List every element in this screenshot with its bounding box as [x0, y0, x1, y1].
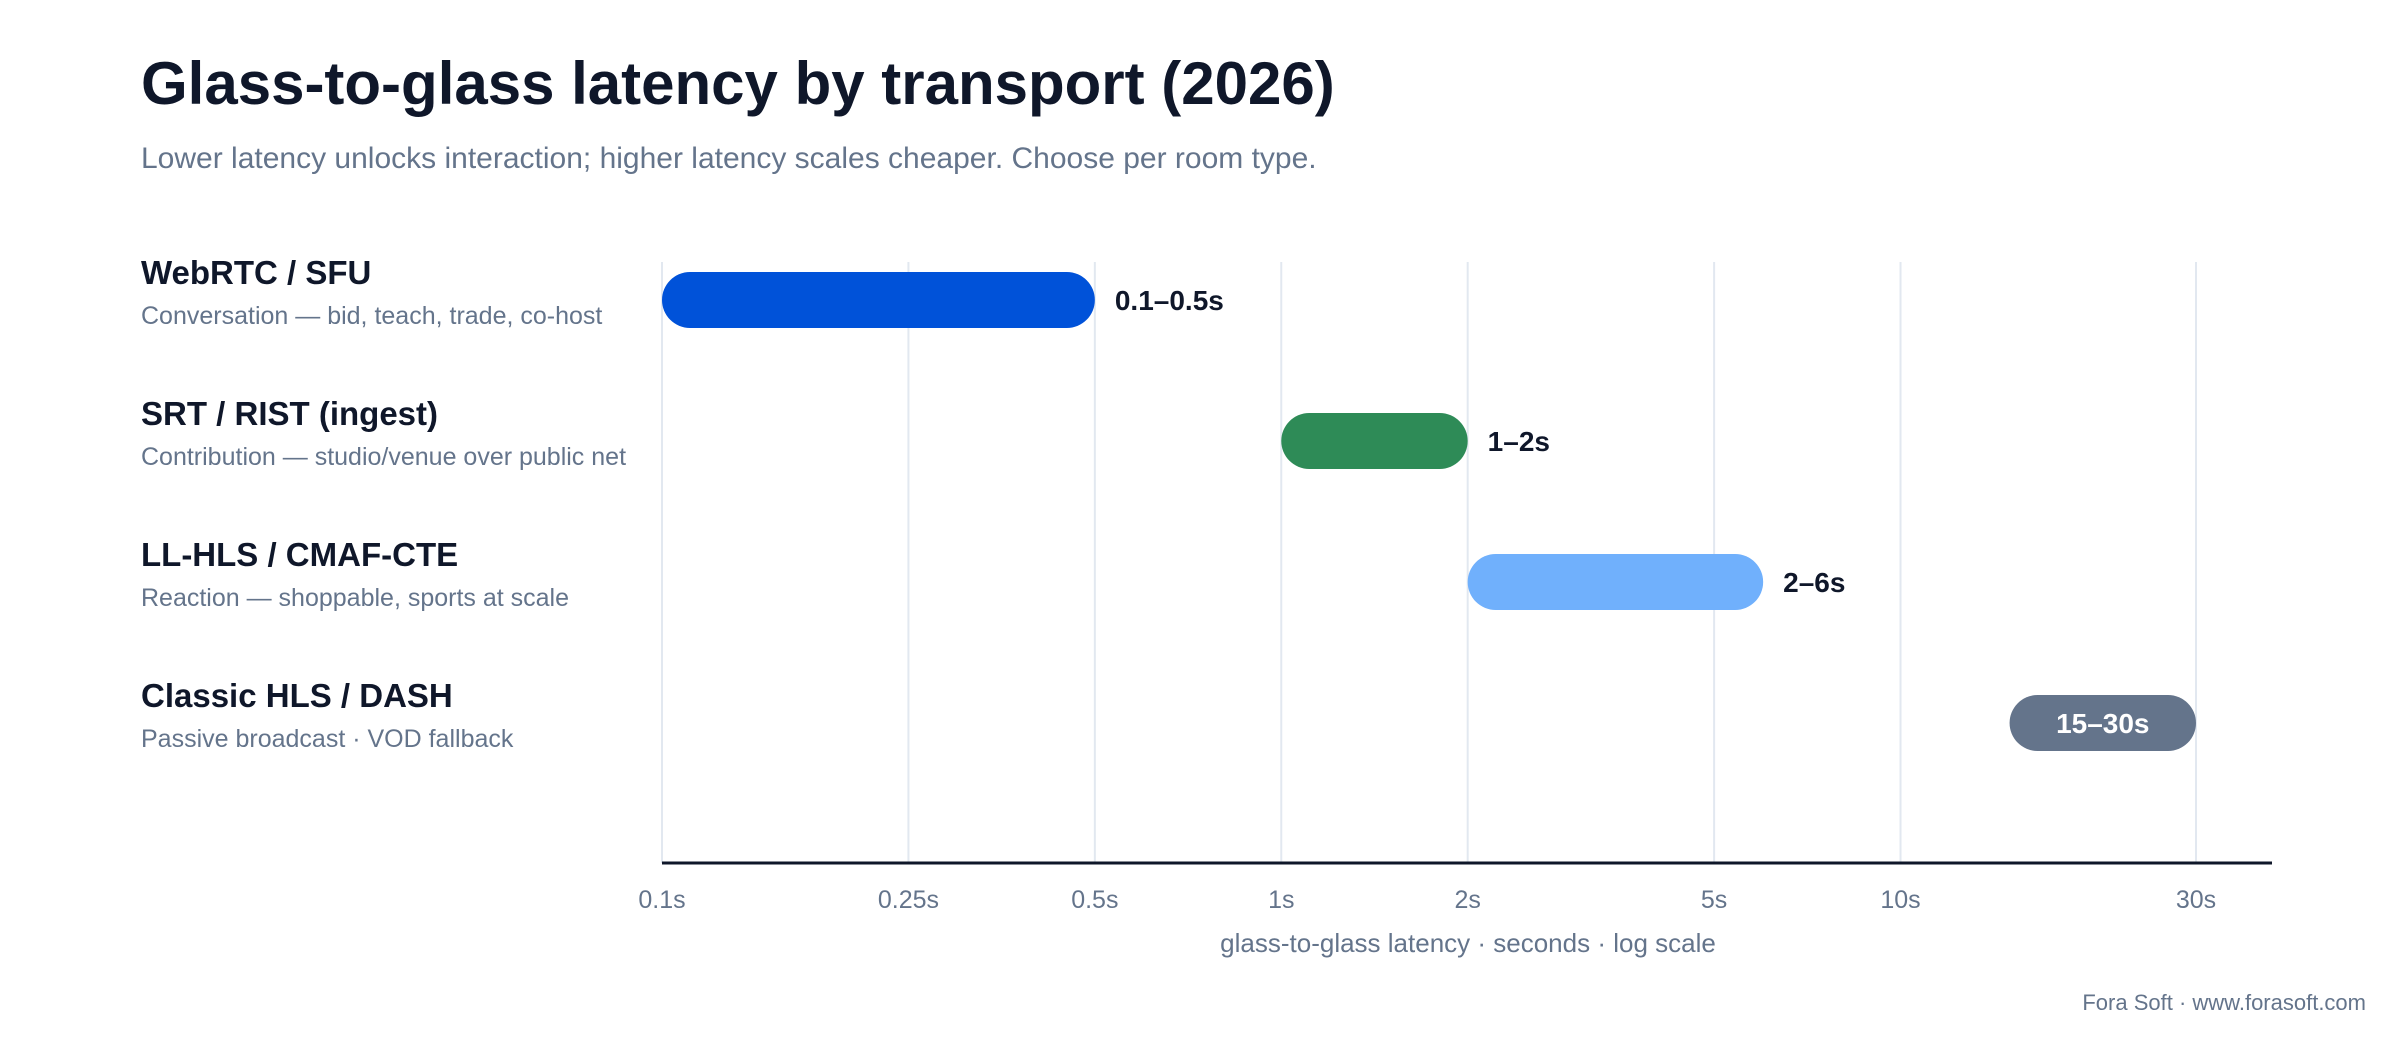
value-label: 0.1–0.5s — [1115, 285, 1224, 316]
footer-credit: Fora Soft · www.forasoft.com — [2082, 990, 2366, 1015]
range-bar-webrtc — [662, 272, 1095, 328]
range-bar-srt — [1281, 413, 1468, 469]
chart-subtitle: Lower latency unlocks interaction; highe… — [141, 142, 1317, 175]
x-axis-title: glass-to-glass latency · seconds · log s… — [1220, 928, 1716, 958]
range-bar-llhls — [1467, 554, 1764, 610]
row-webrtc: WebRTC / SFU Conversation — bid, teach, t… — [141, 254, 1224, 330]
category-label: SRT / RIST (ingest) — [141, 395, 438, 432]
value-label: 2–6s — [1783, 567, 1845, 598]
x-tick-label: 30s — [2176, 886, 2216, 914]
row-srt: SRT / RIST (ingest) Contribution — studio… — [141, 395, 1550, 471]
row-llhls: LL-HLS / CMAF-CTE Reaction — shoppable, s… — [141, 536, 1845, 612]
row-hls: Classic HLS / DASH Passive broadcast · VO… — [141, 677, 2196, 753]
x-tick-label: 5s — [1701, 886, 1727, 914]
category-note: Reaction — shoppable, sports at scale — [141, 584, 569, 612]
x-tick-label: 1s — [1268, 886, 1294, 914]
category-label: LL-HLS / CMAF-CTE — [141, 536, 458, 573]
value-label: 1–2s — [1488, 426, 1550, 457]
x-tick-labels: 0.1s 0.25s 0.5s 1s 2s 5s 10s 30s — [638, 886, 2216, 914]
category-note: Conversation — bid, teach, trade, co-hos… — [141, 302, 602, 330]
x-tick-label: 2s — [1454, 886, 1480, 914]
x-tick-label: 0.5s — [1071, 886, 1118, 914]
category-note: Passive broadcast · VOD fallback — [141, 725, 514, 753]
category-label: Classic HLS / DASH — [141, 677, 453, 714]
value-label: 15–30s — [2056, 708, 2149, 739]
x-tick-label: 10s — [1880, 886, 1920, 914]
grid-layer — [661, 262, 2197, 863]
category-note: Contribution — studio/venue over public … — [141, 443, 626, 471]
x-tick-label: 0.25s — [878, 886, 939, 914]
range-bar-hls — [2009, 695, 2196, 751]
rows-layer: WebRTC / SFU Conversation — bid, teach, t… — [141, 254, 2196, 753]
chart-title: Glass-to-glass latency by transport (202… — [141, 50, 1335, 117]
category-label: WebRTC / SFU — [141, 254, 371, 291]
x-tick-label: 0.1s — [638, 886, 685, 914]
